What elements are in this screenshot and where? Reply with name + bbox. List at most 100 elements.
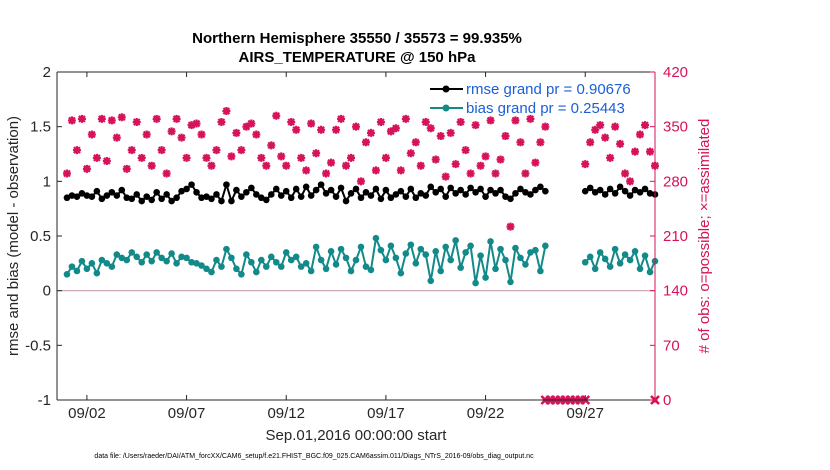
bias-point [282, 249, 290, 256]
rmse-point [93, 187, 101, 195]
x-tick-label: 09/07 [168, 405, 206, 422]
assimilated-obs-marker [262, 161, 271, 170]
assimilated-obs-marker [187, 121, 196, 130]
bias-point [462, 249, 469, 256]
rmse-point [452, 190, 459, 197]
bias-point [412, 260, 420, 267]
assimilated-obs-marker [227, 152, 236, 161]
bias-point [337, 245, 345, 253]
assimilated-obs-marker [217, 117, 226, 126]
bias-point [641, 252, 649, 259]
assimilated-obs-marker [162, 169, 171, 178]
assimilated-obs-marker [521, 169, 530, 178]
rmse-point [287, 194, 295, 202]
bias-point [158, 254, 165, 262]
rmse-point [407, 185, 415, 193]
assimilated-obs-marker [87, 130, 96, 139]
bias-point [447, 256, 454, 264]
bias-point [118, 254, 126, 262]
rmse-point [437, 185, 445, 193]
rmse-point [158, 195, 165, 203]
bias-point [591, 265, 599, 273]
y-right-tick-label: 420 [663, 64, 688, 81]
rmse-point [198, 194, 205, 202]
assimilated-obs-marker [67, 116, 76, 125]
bias-point [307, 267, 315, 275]
assimilated-obs-marker [172, 114, 181, 123]
assimilated-obs-marker [426, 124, 435, 133]
bias-point [63, 270, 71, 278]
assimilated-obs-marker [421, 117, 430, 126]
rmse-point [68, 192, 76, 199]
assimilated-obs-marker [97, 114, 106, 123]
rmse-point [472, 188, 479, 196]
bias-point [482, 274, 489, 281]
bias-point [228, 254, 235, 262]
rmse-point [88, 193, 96, 200]
bias-point [143, 251, 150, 258]
rmse-point [228, 197, 235, 205]
bias-point [233, 265, 240, 273]
rmse-point [138, 197, 146, 205]
y-left-tick-label: 1 [43, 173, 51, 190]
bias-point [183, 254, 190, 262]
bias-point [347, 267, 355, 275]
assimilated-obs-marker [516, 138, 525, 147]
legend-rmse-label: rmse grand pr = 0.90676 [466, 81, 631, 98]
rmse-point [83, 192, 91, 199]
assimilated-obs-marker [347, 153, 356, 162]
rmse-point [362, 188, 370, 196]
bias-point [616, 260, 624, 267]
bias-point [168, 250, 175, 257]
assimilated-obs-marker [446, 128, 455, 137]
rmse-point [392, 191, 400, 198]
assimilated-obs-marker [601, 133, 610, 142]
y-right-tick-label: 210 [663, 228, 688, 245]
x-tick-label: 09/17 [367, 405, 405, 422]
bias-point [73, 267, 81, 275]
rmse-point [267, 191, 275, 198]
assimilated-obs-marker [197, 130, 206, 139]
assimilated-obs-marker [391, 124, 400, 133]
bias-point [263, 263, 270, 270]
assimilated-obs-marker [352, 122, 360, 131]
rmse-point [447, 184, 454, 192]
y-left-tick-label: 2 [43, 64, 51, 81]
rmse-point [581, 187, 589, 195]
bias-point [422, 251, 430, 258]
bias-point [611, 245, 619, 253]
assimilated-obs-marker [332, 125, 341, 134]
bias-point [223, 245, 230, 253]
bias-point [317, 256, 325, 264]
assimilated-obs-marker [541, 122, 550, 131]
x-tick-label: 09/27 [566, 405, 604, 422]
rmse-point [113, 192, 121, 199]
bias-point [522, 261, 529, 268]
legend-rmse-marker [442, 85, 450, 93]
assimilated-obs-marker [157, 146, 166, 155]
rmse-point [153, 188, 160, 196]
bias-point [68, 263, 76, 270]
assimilated-obs-marker [646, 147, 655, 156]
assimilated-obs-marker [491, 169, 500, 178]
rmse-point [462, 191, 469, 198]
assimilated-obs-marker [386, 127, 395, 136]
rmse-point [128, 195, 136, 203]
rmse-point [253, 191, 260, 198]
bias-point [218, 263, 225, 270]
bias-point [198, 262, 205, 269]
bias-point [397, 269, 405, 277]
rmse-point [168, 197, 175, 205]
assimilated-obs-marker [531, 158, 540, 167]
assimilated-obs-marker [401, 114, 410, 123]
y-left-tick-label: 1.5 [30, 119, 51, 136]
rmse-point [626, 192, 634, 199]
bias-point [517, 254, 524, 262]
bias-point [312, 243, 320, 251]
assimilated-obs-marker [441, 172, 450, 181]
rmse-point [621, 187, 629, 195]
bias-point [367, 266, 375, 274]
assimilated-obs-marker [127, 146, 136, 155]
rmse-point [457, 186, 464, 194]
rmse-point [382, 186, 390, 194]
